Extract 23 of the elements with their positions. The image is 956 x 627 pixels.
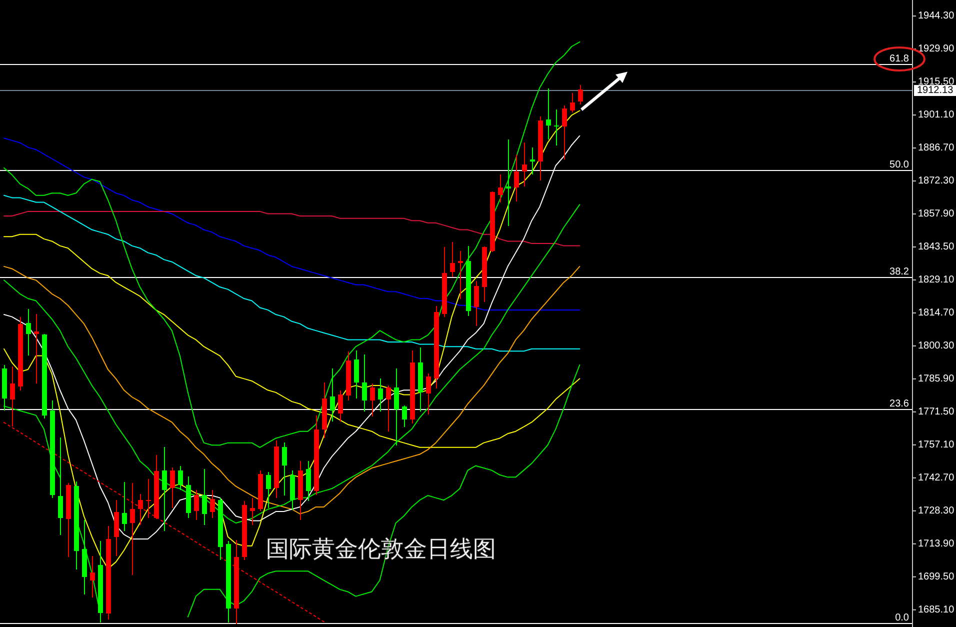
y-tick-label: 1886.70	[918, 142, 955, 154]
y-tick-label: 1713.90	[918, 538, 955, 550]
y-tick-label: 1901.10	[918, 110, 955, 120]
y-tick-label: 1742.70	[918, 472, 955, 484]
y-tick-label: 1843.50	[918, 241, 955, 252]
y-tick-label: 1685.10	[918, 604, 955, 616]
y-tick-label: 1771.50	[918, 406, 955, 418]
annotation: 0.0	[895, 612, 909, 624]
y-tick-label: 1757.10	[918, 439, 955, 450]
y-tick-label: 1800.30	[918, 340, 955, 352]
y-tick-label: 1699.50	[918, 571, 955, 582]
annotation: 23.6	[890, 398, 909, 410]
y-tick-label: 1785.90	[918, 373, 955, 384]
annotation: 50.0	[890, 160, 909, 170]
y-tick-label: 1814.70	[918, 307, 955, 318]
y-tick-label: 1944.30	[918, 10, 955, 22]
y-tick-label: 1829.10	[918, 274, 955, 286]
y-tick-label: 1929.90	[918, 44, 955, 55]
annotation: 61.8	[890, 54, 909, 64]
annotation: 38.2	[890, 266, 909, 278]
y-tick-label: 1728.30	[918, 505, 955, 516]
y-tick-label: 1857.90	[918, 208, 955, 220]
y-tick-label: 1872.30	[918, 175, 955, 186]
